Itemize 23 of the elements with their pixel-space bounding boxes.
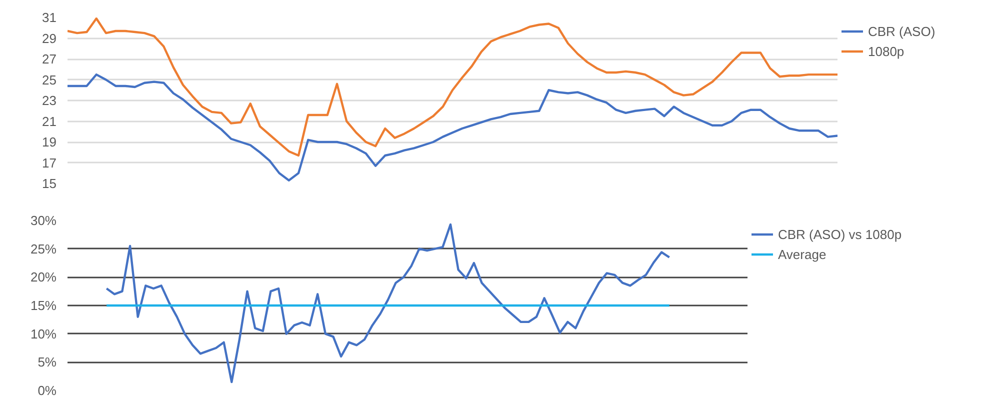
y-tick-label: 29	[42, 30, 57, 46]
line-series	[105, 223, 670, 384]
y-tick-label: 23	[42, 93, 57, 108]
legend-label: 1080p	[868, 43, 904, 59]
y-tick-label: 5%	[38, 354, 57, 370]
legend-label: CBR (ASO) vs 1080p	[778, 226, 902, 242]
legend-label: CBR (ASO)	[868, 23, 936, 39]
line-series	[68, 73, 838, 182]
line-series	[68, 18, 838, 157]
legend-label: Average	[778, 246, 826, 262]
y-tick-label: 0%	[38, 383, 57, 398]
y-tick-label: 15	[42, 176, 57, 191]
y-tick-label: 27	[42, 52, 57, 66]
y-tick-label: 17	[42, 155, 57, 170]
y-tick-label: 31	[42, 10, 57, 25]
y-tick-label: 25%	[30, 241, 57, 256]
y-tick-label: 10%	[30, 326, 57, 342]
y-tick-label: 21	[42, 114, 57, 129]
y-tick-label: 19	[42, 134, 57, 150]
y-tick-label: 30%	[30, 213, 57, 228]
y-tick-label: 25	[42, 72, 57, 88]
y-tick-label: 15%	[30, 298, 57, 313]
y-tick-label: 20%	[30, 270, 57, 285]
